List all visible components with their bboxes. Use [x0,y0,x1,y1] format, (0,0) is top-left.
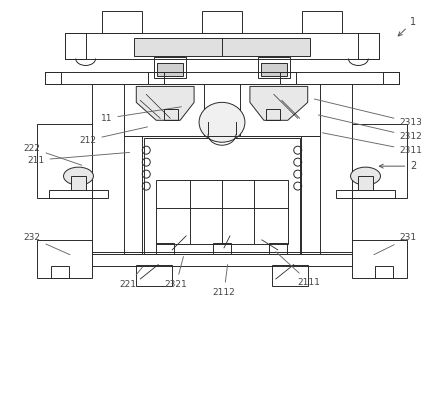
Bar [144,138,300,254]
Bar [158,63,183,76]
Text: 211: 211 [28,152,130,165]
Bar [134,38,310,56]
Text: 2112: 2112 [213,265,235,297]
Bar [352,124,408,198]
Bar [376,266,393,278]
Bar [148,73,164,84]
Text: 2311: 2311 [322,133,422,155]
Bar [36,124,92,198]
Bar [280,73,296,84]
Bar [48,190,108,198]
Bar [64,33,87,58]
Text: 1: 1 [398,17,416,36]
Text: 222: 222 [24,144,82,165]
Bar [202,10,242,33]
Bar [36,240,92,278]
Bar [164,109,178,120]
Bar [269,243,287,254]
Bar [51,266,68,278]
Text: 221: 221 [120,267,143,289]
Bar [336,190,396,198]
Bar [64,33,380,58]
Text: 11: 11 [101,107,182,123]
Bar [103,10,142,33]
Ellipse shape [199,102,245,142]
Text: 2111: 2111 [276,252,321,287]
Bar [266,109,280,120]
Text: 2312: 2312 [318,115,422,141]
Bar [240,84,320,136]
Bar [272,265,308,286]
Bar [302,10,341,33]
Bar [92,252,352,266]
Bar [213,243,231,254]
Bar [357,33,380,58]
Bar [71,176,86,190]
Ellipse shape [351,167,381,185]
Text: 2313: 2313 [314,99,422,127]
Bar [44,73,400,84]
Bar [154,57,186,79]
Bar [124,136,142,254]
Bar [156,243,174,254]
Text: 2: 2 [379,161,416,171]
Bar [136,265,172,286]
Bar [124,84,204,136]
Bar [258,57,290,79]
Bar [358,176,373,190]
Bar [261,63,286,76]
Bar [301,136,320,254]
Text: 232: 232 [24,234,70,255]
Bar [44,73,60,84]
Ellipse shape [63,167,93,185]
Bar [352,240,408,278]
Bar [384,73,400,84]
Polygon shape [250,87,308,120]
Bar [156,180,288,244]
Bar [92,84,352,254]
Text: 231: 231 [374,234,416,255]
Text: 2321: 2321 [165,257,187,289]
Polygon shape [136,87,194,120]
Text: 212: 212 [79,127,147,145]
